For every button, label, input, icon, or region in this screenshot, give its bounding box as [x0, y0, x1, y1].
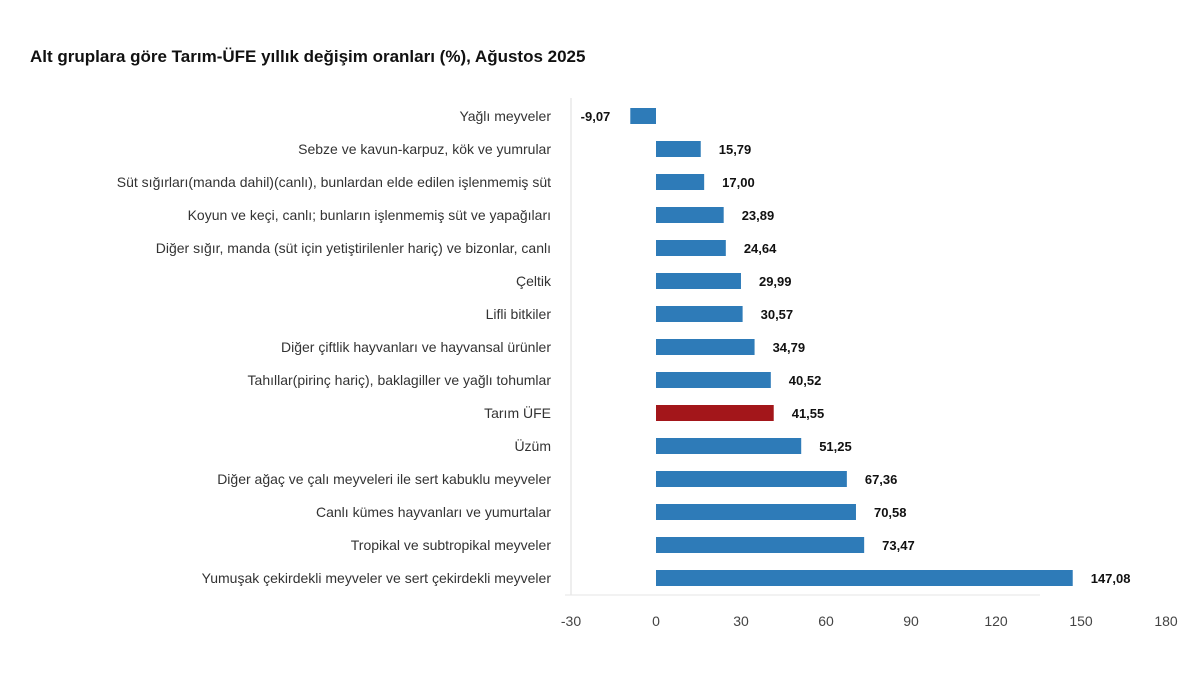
x-tick-label: 30 — [733, 613, 749, 629]
bar — [656, 471, 847, 487]
bar — [656, 570, 1073, 586]
value-label: 30,57 — [761, 307, 794, 322]
x-tick-label: -30 — [561, 613, 581, 629]
bar — [656, 141, 701, 157]
category-label: Diğer ağaç ve çalı meyveleri ile sert ka… — [217, 471, 551, 487]
value-label: 70,58 — [874, 505, 907, 520]
bar — [656, 240, 726, 256]
category-label: Tarım ÜFE — [484, 404, 551, 421]
category-label: Diğer çiftlik hayvanları ve hayvansal ür… — [281, 339, 551, 355]
x-tick-label: 180 — [1154, 613, 1178, 629]
category-label: Sebze ve kavun-karpuz, kök ve yumrular — [298, 141, 551, 157]
bar — [656, 504, 856, 520]
value-label: 73,47 — [882, 538, 915, 553]
category-label: Diğer sığır, manda (süt için yetiştirile… — [156, 240, 551, 256]
value-label: 15,79 — [719, 142, 752, 157]
category-label: Üzüm — [514, 437, 551, 454]
bar — [656, 174, 705, 190]
x-tick-label: 90 — [903, 613, 919, 629]
chart-title: Alt gruplara göre Tarım-ÜFE yıllık değiş… — [30, 47, 586, 66]
value-label: -9,07 — [581, 109, 611, 124]
bar — [656, 372, 771, 388]
value-label: 24,64 — [744, 241, 777, 256]
value-label: 29,99 — [759, 274, 792, 289]
category-label: Süt sığırları(manda dahil)(canlı), bunla… — [117, 174, 551, 190]
x-tick-label: 120 — [984, 613, 1008, 629]
bar — [656, 306, 743, 322]
value-label: 40,52 — [789, 373, 822, 388]
category-label: Çeltik — [516, 273, 552, 289]
value-label: 67,36 — [865, 472, 898, 487]
bar — [656, 339, 755, 355]
value-label: 41,55 — [792, 406, 825, 421]
value-label: 51,25 — [819, 439, 852, 454]
category-label: Yağlı meyveler — [459, 108, 551, 124]
bar — [656, 405, 774, 421]
value-label: 17,00 — [722, 175, 755, 190]
bar — [656, 537, 865, 553]
value-label: 23,89 — [742, 208, 775, 223]
category-label: Koyun ve keçi, canlı; bunların işlenmemi… — [188, 207, 551, 223]
x-tick-label: 60 — [818, 613, 834, 629]
category-label: Lifli bitkiler — [486, 306, 552, 322]
category-label: Tahıllar(pirinç hariç), baklagiller ve y… — [248, 372, 552, 388]
bar — [656, 207, 724, 223]
bar — [630, 108, 656, 124]
x-tick-label: 150 — [1069, 613, 1093, 629]
category-label: Yumuşak çekirdekli meyveler ve sert çeki… — [202, 570, 552, 586]
bar — [656, 273, 741, 289]
category-label: Canlı kümes hayvanları ve yumurtalar — [316, 504, 551, 520]
value-label: 147,08 — [1091, 571, 1131, 586]
x-tick-label: 0 — [652, 613, 660, 629]
value-label: 34,79 — [773, 340, 806, 355]
bar — [656, 438, 802, 454]
category-label: Tropikal ve subtropikal meyveler — [351, 537, 552, 553]
